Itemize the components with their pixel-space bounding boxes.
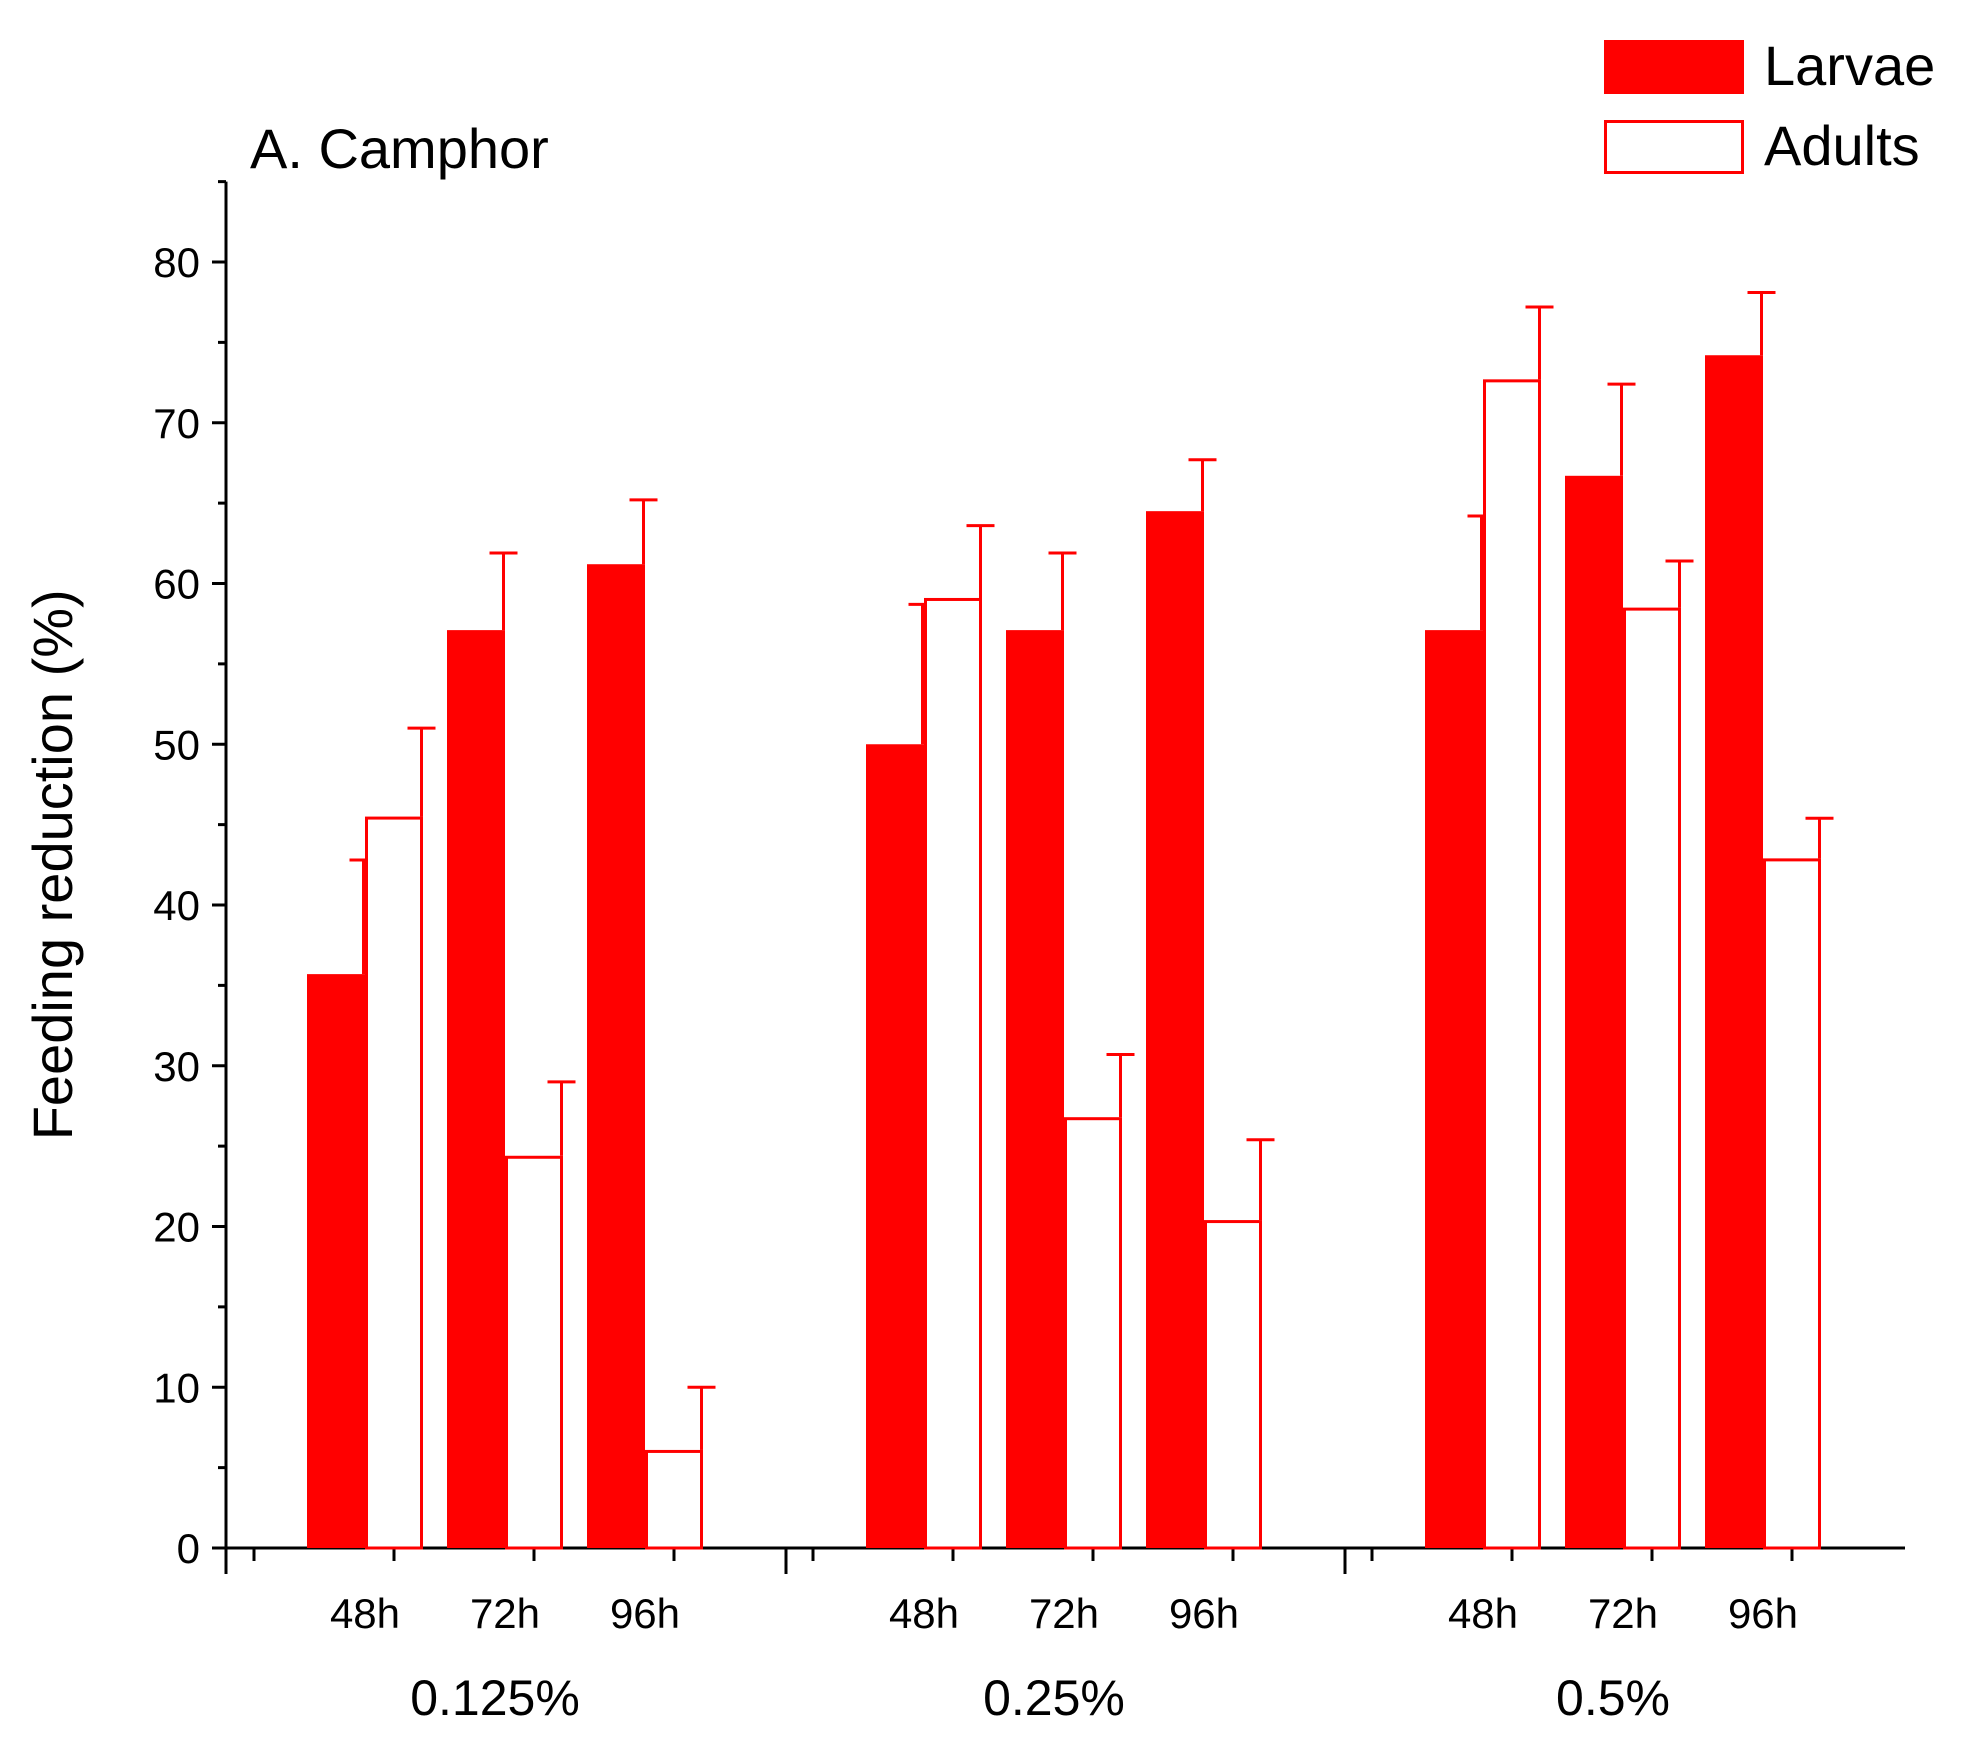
- x-category-label: 96h: [610, 1590, 680, 1637]
- bar-adults-0.5%-96h: [1763, 858, 1821, 1550]
- chart-title: A. Camphor: [250, 117, 549, 180]
- x-category-label: 48h: [330, 1590, 400, 1637]
- legend-swatch-adults: [1604, 120, 1744, 174]
- bar-larvae-0.125%-96h: [587, 564, 645, 1548]
- y-tick-label: 50: [153, 721, 200, 768]
- x-group-label: 0.125%: [410, 1670, 580, 1726]
- bar-larvae-0.25%-72h: [1006, 630, 1064, 1548]
- x-category-label: 96h: [1169, 1590, 1239, 1637]
- bar-adults-0.5%-48h: [1483, 379, 1541, 1550]
- bar-larvae-0.125%-48h: [307, 974, 365, 1548]
- bar-adults-0.5%-72h: [1623, 607, 1681, 1550]
- y-tick-label: 0: [177, 1525, 200, 1572]
- y-tick-label: 60: [153, 561, 200, 608]
- y-tick-label: 30: [153, 1043, 200, 1090]
- bar-larvae-0.25%-48h: [866, 744, 924, 1548]
- y-tick-label: 40: [153, 882, 200, 929]
- legend: Larvae Adults: [1604, 34, 1935, 177]
- x-category-label: 72h: [1588, 1590, 1658, 1637]
- bar-adults-0.25%-72h: [1064, 1117, 1122, 1550]
- x-group-label: 0.25%: [983, 1670, 1125, 1726]
- bar-larvae-0.125%-72h: [447, 630, 505, 1548]
- legend-label-adults: Adults: [1764, 114, 1920, 177]
- x-category-label: 48h: [889, 1590, 959, 1637]
- x-category-label: 72h: [1029, 1590, 1099, 1637]
- bar-larvae-0.5%-72h: [1565, 475, 1623, 1548]
- x-category-label: 72h: [470, 1590, 540, 1637]
- bar-larvae-0.25%-96h: [1146, 511, 1204, 1549]
- y-axis-title: Feeding reduction (%): [21, 589, 84, 1140]
- x-category-label: 48h: [1448, 1590, 1518, 1637]
- legend-label-larvae: Larvae: [1764, 34, 1935, 97]
- x-group-label: 0.5%: [1556, 1670, 1670, 1726]
- y-tick-label: 10: [153, 1364, 200, 1411]
- x-category-label: 96h: [1728, 1590, 1798, 1637]
- y-tick-label: 80: [153, 239, 200, 286]
- bar-adults-0.125%-72h: [505, 1155, 563, 1550]
- legend-swatch-larvae: [1604, 40, 1744, 94]
- bar-adults-0.25%-96h: [1204, 1220, 1262, 1550]
- y-tick-label: 70: [153, 400, 200, 447]
- bar-adults-0.125%-96h: [645, 1449, 703, 1550]
- bar-larvae-0.5%-96h: [1705, 355, 1763, 1548]
- bar-adults-0.125%-48h: [365, 816, 423, 1550]
- y-tick-label: 20: [153, 1204, 200, 1251]
- labels: 0 10 20 30 40 50 60 70 80 Feeding reduction (%) A.…: [21, 117, 1798, 1726]
- bar-adults-0.25%-48h: [924, 597, 982, 1550]
- bars: [307, 291, 1834, 1550]
- bar-larvae-0.5%-48h: [1425, 630, 1483, 1548]
